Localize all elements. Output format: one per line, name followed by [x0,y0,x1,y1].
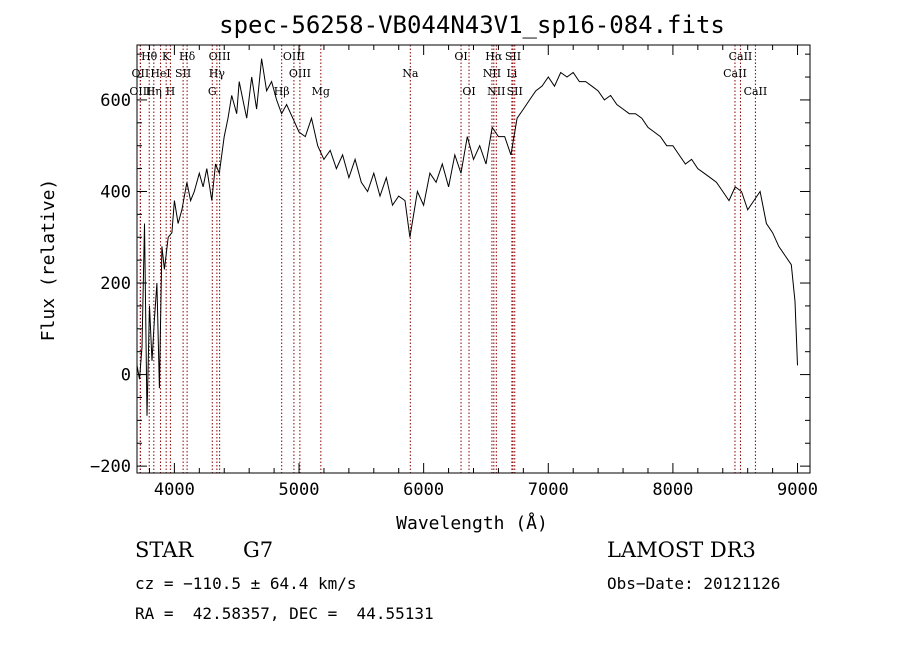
line-label-17: CaII [723,67,747,80]
y-tick-label-2: 200 [100,274,131,294]
redshift-cz: cz = −110.5 ± 64.4 km/s [135,574,357,593]
chart-title: spec-56258-VB044N43V1_sp16-084.fits [219,11,725,39]
axis-ticks: 4000 5000 6000 7000 8000 9000 −200 0 200 400 600 [90,45,818,500]
line-label-20: H [166,85,176,98]
y-tick-label-0: −200 [90,457,131,477]
line-label-18: OIII [129,85,151,98]
x-tick-label-4: 8000 [652,480,693,500]
survey-name: LAMOST DR3 [607,538,756,562]
coordinates: RA = 42.58357, DEC = 44.55131 [135,604,434,623]
y-tick-label-4: 600 [100,91,131,111]
line-label-2: Hδ [179,50,196,63]
line-label-4: OIII [283,50,305,63]
line-label-6: Hα [485,50,503,63]
line-label-0: Hθ [141,50,158,63]
y-tick-label-3: 400 [100,182,131,202]
object-subclass: G7 [243,538,274,562]
line-label-9: OII [132,67,150,80]
line-label-3: OIII [209,50,231,63]
x-tick-label-0: 4000 [154,480,195,500]
line-label-5: OI [454,50,467,63]
line-label-15: NII [483,67,501,80]
line-label-27: CaII [744,85,768,98]
x-tick-label-1: 5000 [279,480,320,500]
line-label-21: G [208,85,217,98]
line-label-25: NII [487,85,505,98]
line-label-13: OIII [289,67,311,80]
x-tick-label-3: 7000 [528,480,569,500]
line-label-1: K [162,50,171,63]
object-class: STAR [135,538,194,562]
x-axis-label: Wavelength (Å) [396,512,548,534]
line-label-22: Hβ [274,85,290,98]
plot-frame [136,44,811,474]
line-label-16: Li [506,67,517,80]
line-label-19: Hη [146,85,162,98]
y-axis-label: Flux (relative) [38,179,59,342]
flux-series-line [136,58,798,416]
line-label-26: SII [507,85,523,98]
line-label-24: OI [462,85,475,98]
line-label-11: SII [175,67,191,80]
line-label-7: SII [505,50,521,63]
line-label-23: Mg [312,85,330,98]
observation-date: Obs−Date: 20121126 [607,574,781,593]
x-tick-label-5: 9000 [777,480,818,500]
line-label-10: HeI [150,67,170,80]
y-tick-label-1: 0 [121,366,131,386]
line-label-14: Na [402,67,419,80]
x-tick-label-2: 6000 [403,480,444,500]
line-label-12: Hγ [209,67,226,80]
line-markers [139,45,756,473]
line-label-8: CaII [729,50,753,63]
